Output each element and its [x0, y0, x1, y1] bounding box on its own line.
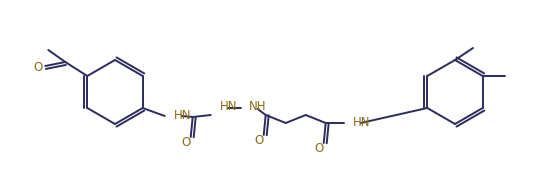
- Text: O: O: [34, 60, 43, 73]
- Text: NH: NH: [249, 100, 266, 112]
- Text: HN: HN: [219, 100, 237, 112]
- Text: O: O: [181, 135, 190, 149]
- Text: O: O: [254, 134, 263, 147]
- Text: HN: HN: [174, 108, 191, 122]
- Text: HN: HN: [353, 115, 370, 129]
- Text: O: O: [314, 142, 323, 154]
